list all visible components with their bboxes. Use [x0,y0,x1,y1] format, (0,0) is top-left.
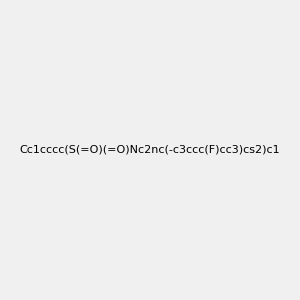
Text: Cc1cccc(S(=O)(=O)Nc2nc(-c3ccc(F)cc3)cs2)c1: Cc1cccc(S(=O)(=O)Nc2nc(-c3ccc(F)cc3)cs2)… [20,145,280,155]
